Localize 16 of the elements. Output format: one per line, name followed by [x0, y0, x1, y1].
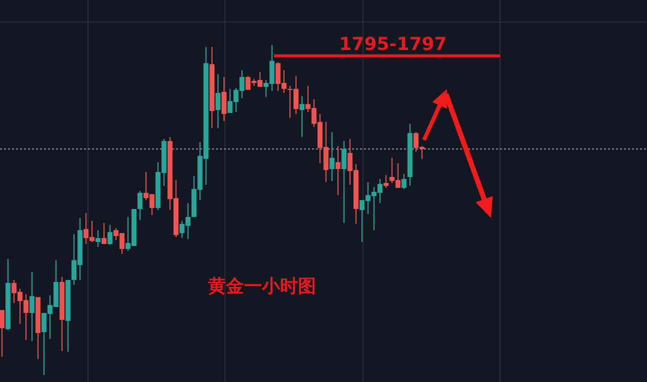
candlestick — [384, 174, 388, 188]
annotation: 1795-1797 — [339, 34, 447, 55]
candlestick — [300, 96, 304, 138]
candlestick — [222, 76, 226, 122]
candlestick — [102, 222, 106, 244]
candlestick — [138, 190, 142, 220]
candlestick — [216, 74, 220, 129]
candlestick — [342, 140, 346, 224]
candlestick — [336, 145, 340, 196]
candlestick — [108, 224, 112, 246]
candlestick — [330, 132, 334, 182]
candlestick — [0, 309, 4, 358]
annotation: 黄金一小时图 — [207, 276, 316, 297]
candlestick — [402, 174, 406, 190]
candlestick — [30, 272, 34, 342]
candlestick — [96, 230, 100, 248]
